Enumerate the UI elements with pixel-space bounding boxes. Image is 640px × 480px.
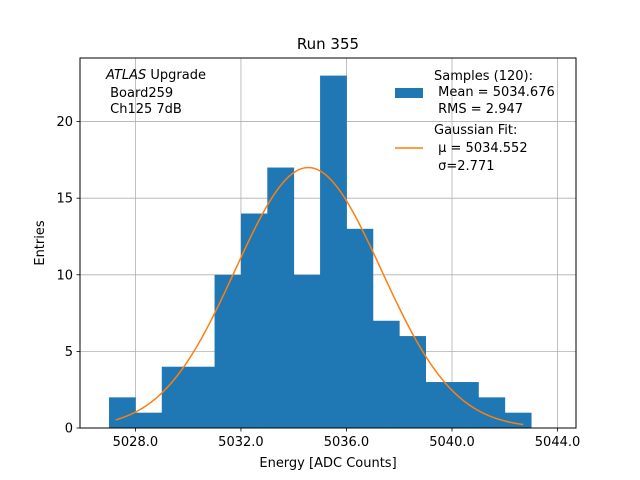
histogram-bar: [399, 336, 427, 428]
chart-title: Run 355: [297, 35, 359, 53]
gaussian-fit: [115, 166, 524, 426]
y-tick-label: 20: [56, 115, 73, 130]
histogram-bar: [320, 75, 347, 428]
histogram-bar: [293, 274, 321, 428]
plot-frame: [79, 57, 577, 429]
x-axis-label: Energy [ADC Counts]: [259, 456, 396, 471]
annotation-atlas: ATLAS: [105, 68, 146, 83]
histogram-bar: [135, 412, 163, 428]
x-tick-label: 5032.0: [218, 435, 264, 450]
y-tick-label: 10: [56, 268, 73, 283]
histogram-bar: [452, 382, 479, 428]
legend-patch-swatch: [395, 88, 423, 98]
histogram-bar: [161, 366, 189, 428]
histogram-bar: [346, 228, 374, 428]
x-tick-label: 5028.0: [113, 435, 159, 450]
histogram-bars: [109, 75, 532, 429]
axis-ticks: 5028.0 5032.0 5036.0 5040.0 5044.0 0 5 10 15 20: [56, 115, 580, 450]
annotation: ATLAS Upgrade Board259 Ch125 7dB: [105, 68, 206, 117]
histogram-bar: [109, 397, 136, 428]
x-tick-label: 5044.0: [535, 435, 581, 450]
x-tick-label: 5040.0: [429, 435, 475, 450]
histogram-bar: [372, 320, 400, 428]
legend-mean-label: Mean = 5034.676: [434, 85, 555, 100]
annotation-line-2: Board259: [106, 86, 173, 101]
histogram-bar: [214, 274, 242, 428]
histogram-bar: [188, 366, 215, 428]
legend-sigma-label: σ=2.771: [434, 159, 494, 174]
histogram-bar: [504, 412, 532, 428]
histogram-bar: [240, 213, 268, 428]
histogram-bar: [425, 382, 453, 428]
legend-samples-label: Samples (120):: [434, 69, 533, 84]
gaussian-fit-line: [115, 166, 524, 426]
y-tick-label: 0: [65, 422, 73, 437]
x-tick-label: 5036.0: [324, 435, 370, 450]
y-tick-label: 15: [56, 192, 73, 207]
y-tick-label: 5: [65, 345, 73, 360]
annotation-upgrade: Upgrade: [146, 68, 206, 83]
annotation-line-3: Ch125 7dB: [106, 102, 182, 117]
y-axis-label: Entries: [33, 220, 48, 266]
histogram-bar: [267, 167, 295, 429]
legend-fit-label: Gaussian Fit:: [434, 123, 517, 138]
annotation-line-1: ATLAS Upgrade: [105, 68, 206, 83]
legend-mu-label: μ = 5034.552: [434, 141, 528, 156]
legend: Samples (120): Mean = 5034.676 RMS = 2.9…: [395, 69, 555, 174]
legend-rms-label: RMS = 2.947: [434, 102, 523, 117]
